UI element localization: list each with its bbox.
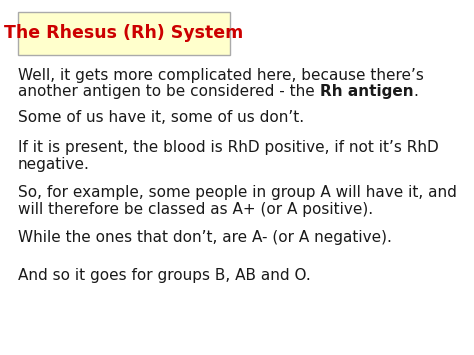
Text: .: .: [413, 84, 418, 99]
Text: So, for example, some people in group A will have it, and
will therefore be clas: So, for example, some people in group A …: [18, 185, 457, 217]
Text: The Rhesus (Rh) System: The Rhesus (Rh) System: [4, 24, 244, 43]
Text: another antigen to be considered - the: another antigen to be considered - the: [18, 84, 319, 99]
Text: And so it goes for groups B, AB and O.: And so it goes for groups B, AB and O.: [18, 268, 311, 283]
Text: Some of us have it, some of us don’t.: Some of us have it, some of us don’t.: [18, 110, 304, 125]
Text: While the ones that don’t, are A- (or A negative).: While the ones that don’t, are A- (or A …: [18, 230, 392, 245]
FancyBboxPatch shape: [18, 12, 230, 55]
Text: Rh antigen: Rh antigen: [319, 84, 413, 99]
Text: Well, it gets more complicated here, because there’s: Well, it gets more complicated here, bec…: [18, 68, 424, 83]
Text: If it is present, the blood is RhD positive, if not it’s RhD
negative.: If it is present, the blood is RhD posit…: [18, 140, 439, 173]
